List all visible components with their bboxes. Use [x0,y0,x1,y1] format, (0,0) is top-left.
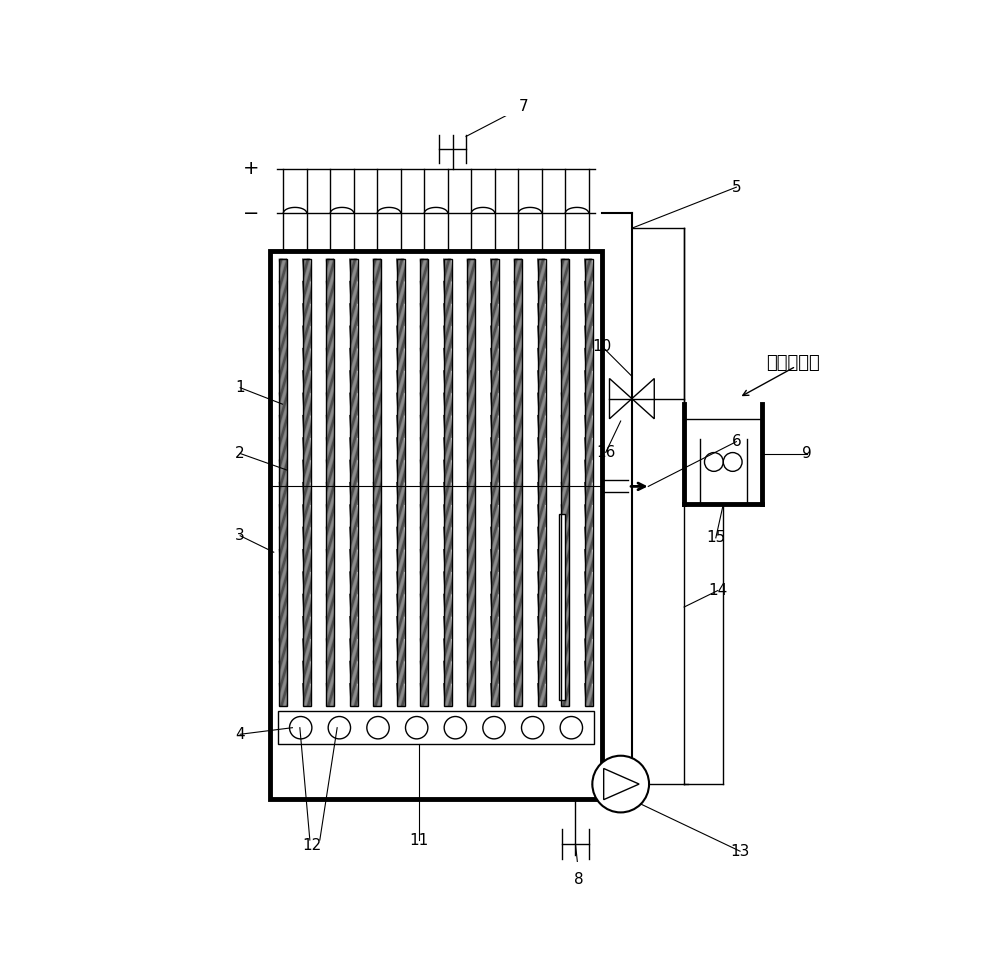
Circle shape [483,716,505,739]
Text: −: − [243,203,260,223]
Text: 双氧水溶液: 双氧水溶液 [766,354,820,371]
Bar [270,251,602,799]
Text: 5: 5 [732,179,741,195]
Text: 13: 13 [730,844,750,859]
Circle shape [560,716,583,739]
Text: 16: 16 [596,445,615,460]
Circle shape [328,716,351,739]
Bar [350,259,358,705]
Text: 12: 12 [302,838,321,853]
Bar [303,259,311,705]
Circle shape [367,716,389,739]
Bar [278,711,594,744]
Bar [559,514,565,701]
Polygon shape [609,379,632,419]
Bar [444,259,452,705]
Bar [514,259,522,705]
Text: 10: 10 [592,339,612,354]
Bar [491,259,499,705]
Text: 3: 3 [235,528,245,544]
Text: 7: 7 [519,99,528,114]
Text: 11: 11 [410,832,429,848]
Bar [538,259,546,705]
Text: 1: 1 [235,380,245,395]
Circle shape [592,756,649,812]
Bar [467,259,475,705]
Circle shape [521,716,544,739]
Text: 2: 2 [235,446,245,461]
Text: 4: 4 [235,727,245,742]
Bar [420,259,428,705]
Text: 9: 9 [802,447,812,461]
Circle shape [444,716,467,739]
Text: 15: 15 [706,530,725,546]
Circle shape [405,716,428,739]
Bar [326,259,334,705]
Bar [397,259,405,705]
Bar [279,259,287,705]
Bar [585,259,593,705]
Circle shape [290,716,312,739]
Text: 14: 14 [708,583,727,598]
Text: +: + [243,159,260,178]
Bar [373,259,381,705]
Bar [561,259,569,705]
Polygon shape [632,379,654,419]
Text: 8: 8 [574,872,584,887]
Polygon shape [604,768,639,799]
Text: 6: 6 [731,434,741,449]
